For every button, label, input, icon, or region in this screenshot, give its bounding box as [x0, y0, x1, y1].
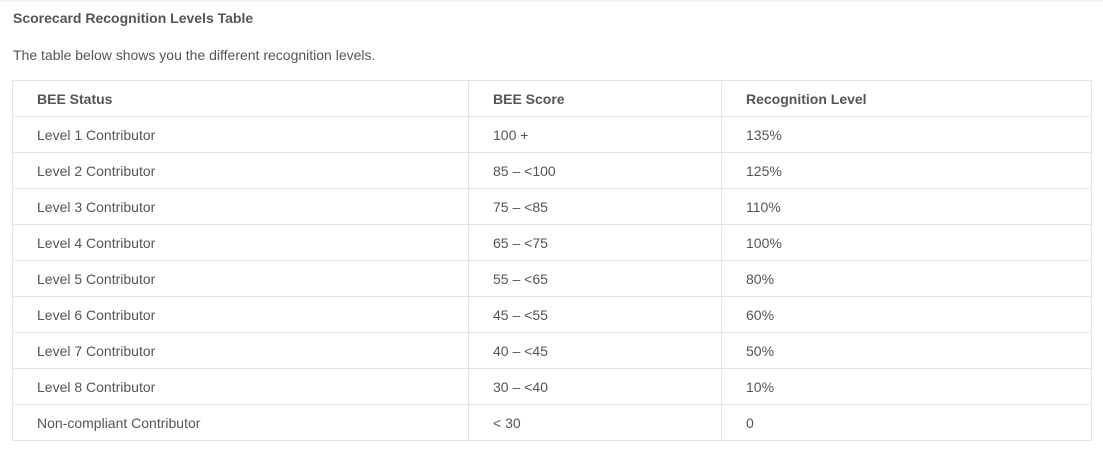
recognition-level-cell: 135%	[721, 116, 1092, 153]
table-header-row: BEE Status BEE Score Recognition Level	[12, 80, 1092, 117]
table-row: Non-compliant Contributor < 30 0	[12, 404, 1092, 441]
table-row: Level 3 Contributor 75 – <85 110%	[12, 188, 1092, 225]
header-bee-status: BEE Status	[12, 80, 469, 117]
table-row: Level 6 Contributor 45 – <55 60%	[12, 296, 1092, 333]
recognition-level-cell: 60%	[721, 296, 1092, 333]
recognition-level-cell: 125%	[721, 152, 1092, 189]
table-row: Level 5 Contributor 55 – <65 80%	[12, 260, 1092, 297]
bee-status-cell: Level 3 Contributor	[12, 188, 469, 225]
bee-status-cell: Level 5 Contributor	[12, 260, 469, 297]
table-row: Level 7 Contributor 40 – <45 50%	[12, 332, 1092, 369]
table-row: Level 8 Contributor 30 – <40 10%	[12, 368, 1092, 405]
bee-score-cell: 30 – <40	[468, 368, 722, 405]
bee-status-cell: Level 1 Contributor	[12, 116, 469, 153]
table-row: Level 4 Contributor 65 – <75 100%	[12, 224, 1092, 261]
bee-score-cell: 85 – <100	[468, 152, 722, 189]
recognition-level-cell: 50%	[721, 332, 1092, 369]
bee-score-cell: 40 – <45	[468, 332, 722, 369]
bee-score-cell: 75 – <85	[468, 188, 722, 225]
recognition-levels-table: BEE Status BEE Score Recognition Level L…	[12, 80, 1092, 441]
bee-status-cell: Level 6 Contributor	[12, 296, 469, 333]
bee-status-cell: Level 7 Contributor	[12, 332, 469, 369]
table-row: Level 1 Contributor 100 + 135%	[12, 116, 1092, 153]
bee-status-cell: Non-compliant Contributor	[12, 404, 469, 441]
recognition-level-cell: 0	[721, 404, 1092, 441]
bee-score-cell: 100 +	[468, 116, 722, 153]
section-intro: The table below shows you the different …	[13, 47, 376, 63]
recognition-level-cell: 100%	[721, 224, 1092, 261]
top-divider	[0, 0, 1103, 2]
bee-status-cell: Level 4 Contributor	[12, 224, 469, 261]
header-bee-score: BEE Score	[468, 80, 722, 117]
bee-score-cell: 45 – <55	[468, 296, 722, 333]
bee-score-cell: < 30	[468, 404, 722, 441]
recognition-level-cell: 110%	[721, 188, 1092, 225]
recognition-level-cell: 80%	[721, 260, 1092, 297]
recognition-level-cell: 10%	[721, 368, 1092, 405]
bee-status-cell: Level 8 Contributor	[12, 368, 469, 405]
bee-score-cell: 55 – <65	[468, 260, 722, 297]
bee-status-cell: Level 2 Contributor	[12, 152, 469, 189]
table-row: Level 2 Contributor 85 – <100 125%	[12, 152, 1092, 189]
section-title: Scorecard Recognition Levels Table	[13, 10, 254, 26]
header-recognition-level: Recognition Level	[721, 80, 1092, 117]
bee-score-cell: 65 – <75	[468, 224, 722, 261]
